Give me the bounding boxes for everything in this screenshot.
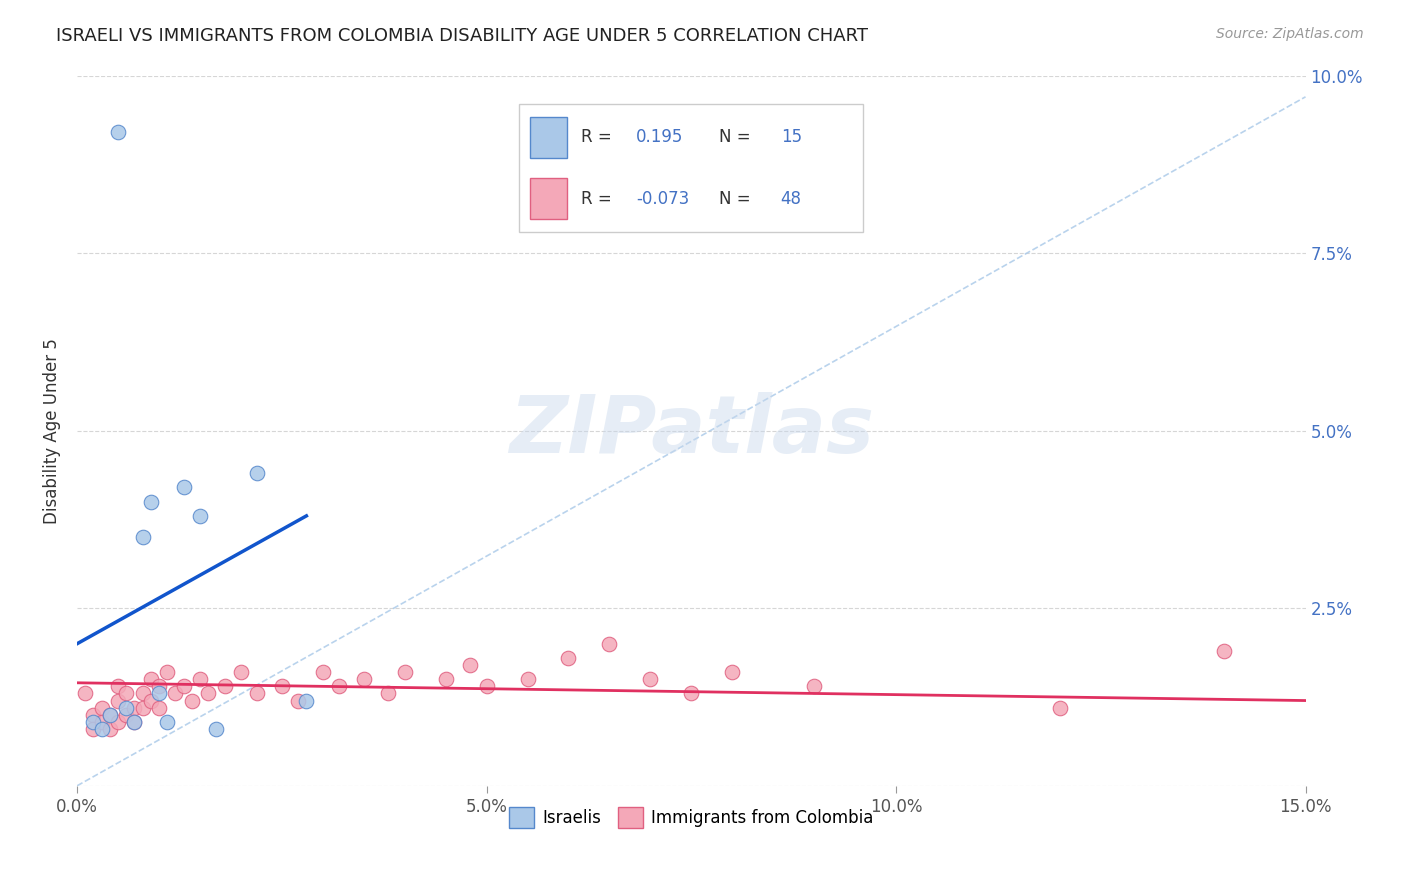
- Point: [75, 686, 97, 700]
- Point: [98, 707, 121, 722]
- Point: [124, 714, 146, 729]
- Point: [82, 714, 104, 729]
- Point: [90, 714, 112, 729]
- Point: [598, 637, 620, 651]
- Text: ISRAELI VS IMMIGRANTS FROM COLOMBIA DISABILITY AGE UNDER 5 CORRELATION CHART: ISRAELI VS IMMIGRANTS FROM COLOMBIA DISA…: [56, 27, 869, 45]
- Point: [107, 125, 129, 139]
- Point: [312, 665, 335, 680]
- Point: [475, 679, 498, 693]
- Point: [205, 722, 228, 736]
- Point: [188, 672, 211, 686]
- Point: [131, 700, 153, 714]
- Point: [394, 665, 416, 680]
- Point: [115, 700, 138, 714]
- Y-axis label: Disability Age Under 5: Disability Age Under 5: [44, 338, 60, 524]
- Point: [197, 686, 219, 700]
- Point: [156, 665, 179, 680]
- Point: [721, 665, 744, 680]
- Point: [82, 707, 104, 722]
- Text: ZIPatlas: ZIPatlas: [509, 392, 873, 470]
- Point: [173, 480, 195, 494]
- Point: [229, 665, 252, 680]
- Point: [148, 679, 170, 693]
- Point: [124, 700, 146, 714]
- Point: [82, 722, 104, 736]
- Point: [139, 494, 162, 508]
- Point: [295, 693, 318, 707]
- Point: [107, 714, 129, 729]
- Point: [115, 686, 138, 700]
- Point: [131, 530, 153, 544]
- Point: [124, 714, 146, 729]
- Point: [180, 693, 202, 707]
- Point: [131, 686, 153, 700]
- Point: [1049, 700, 1071, 714]
- Point: [458, 658, 481, 673]
- Point: [287, 693, 309, 707]
- Point: [156, 714, 179, 729]
- Point: [246, 686, 269, 700]
- Point: [640, 672, 662, 686]
- Point: [377, 686, 399, 700]
- Point: [214, 679, 236, 693]
- Point: [98, 707, 121, 722]
- Point: [173, 679, 195, 693]
- Point: [328, 679, 350, 693]
- Point: [139, 672, 162, 686]
- Point: [270, 679, 292, 693]
- Point: [90, 700, 112, 714]
- Point: [148, 700, 170, 714]
- Legend: Israelis, Immigrants from Colombia: Israelis, Immigrants from Colombia: [502, 801, 880, 834]
- Point: [681, 686, 703, 700]
- Point: [353, 672, 375, 686]
- Point: [115, 707, 138, 722]
- Point: [516, 672, 538, 686]
- Point: [557, 651, 579, 665]
- Point: [107, 679, 129, 693]
- Point: [246, 467, 269, 481]
- Point: [148, 686, 170, 700]
- Text: Source: ZipAtlas.com: Source: ZipAtlas.com: [1216, 27, 1364, 41]
- Point: [803, 679, 825, 693]
- Point: [165, 686, 187, 700]
- Point: [1212, 644, 1234, 658]
- Point: [188, 508, 211, 523]
- Point: [139, 693, 162, 707]
- Point: [98, 722, 121, 736]
- Point: [90, 722, 112, 736]
- Point: [107, 693, 129, 707]
- Point: [434, 672, 457, 686]
